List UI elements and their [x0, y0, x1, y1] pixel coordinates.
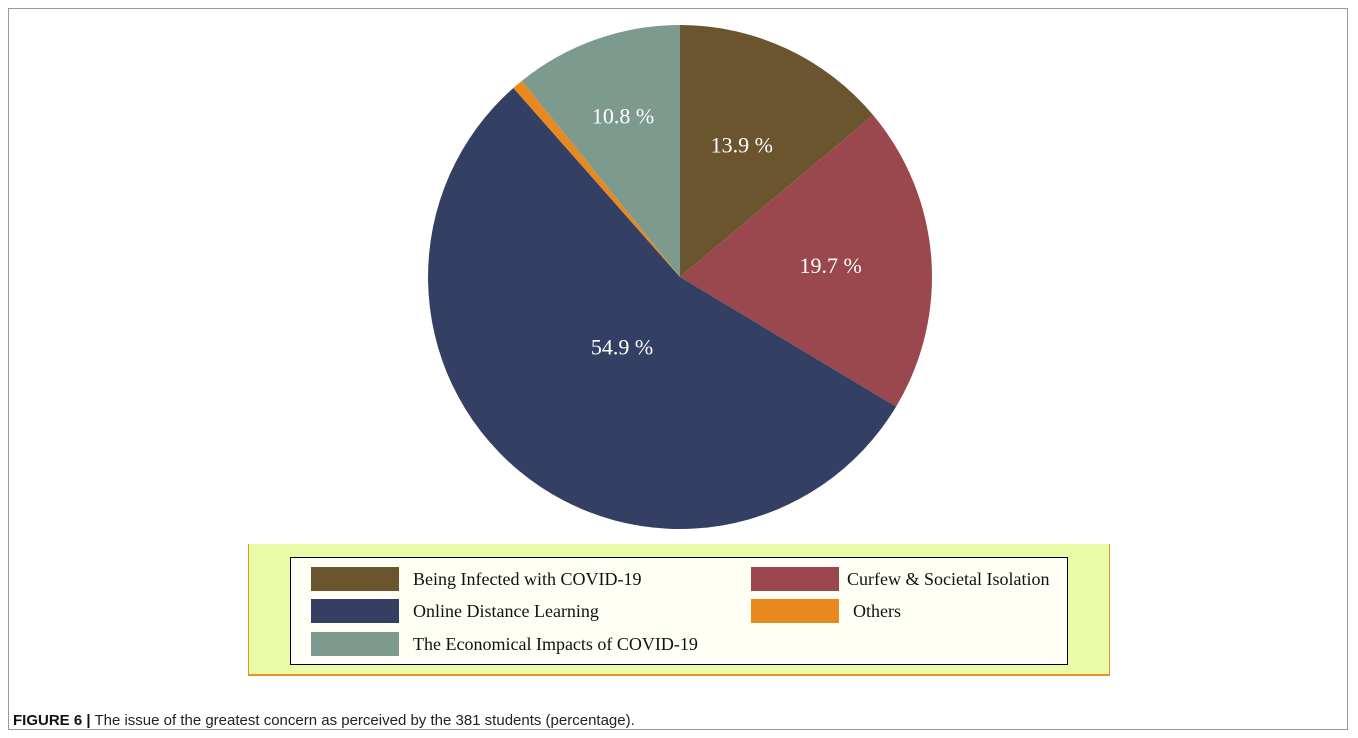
legend-swatch-economical [311, 632, 399, 656]
legend-swatch-infected [311, 567, 399, 591]
pie-slice-online-distance-learning [428, 87, 897, 529]
slice-value-label: 19.7 % [800, 253, 862, 278]
legend-swatch-online [311, 599, 399, 623]
pie-chart: 13.9 % 19.7 % 54.9 % 10.8 % [428, 25, 933, 529]
legend-swatch-others [751, 599, 839, 623]
slice-value-label: 13.9 % [711, 133, 773, 158]
slice-value-label: 54.9 % [591, 335, 653, 360]
legend-item-economical: The Economical Impacts of COVID-19 [311, 632, 698, 656]
pie-slice-curfew-societal-isolation [680, 115, 933, 407]
legend-label: Others [853, 600, 901, 621]
pie-slice-others [513, 80, 680, 277]
legend-label: Curfew & Societal Isolation [847, 568, 1050, 589]
legend-label: Being Infected with COVID-19 [413, 568, 642, 589]
pie-slice-being-infected-with-covid-19 [680, 25, 874, 277]
legend-label: Online Distance Learning [413, 600, 599, 621]
legend: Being Infected with COVID-19 Curfew & So… [290, 557, 1068, 665]
caption-text: The issue of the greatest concern as per… [90, 712, 635, 729]
figure-number: FIGURE 6 | [13, 712, 91, 729]
legend-item-curfew: Curfew & Societal Isolation [751, 567, 1049, 591]
slice-value-label: 10.8 % [592, 103, 654, 128]
legend-label: The Economical Impacts of COVID-19 [413, 633, 698, 654]
legend-item-others: Others [751, 599, 901, 623]
legend-item-online: Online Distance Learning [311, 599, 599, 623]
pie-slice-the-economical-impacts-of-covid-19 [521, 25, 680, 277]
legend-item-infected: Being Infected with COVID-19 [311, 567, 641, 591]
legend-swatch-curfew [751, 567, 839, 591]
figure-caption: FIGURE 6 | The issue of the greatest con… [13, 712, 635, 729]
